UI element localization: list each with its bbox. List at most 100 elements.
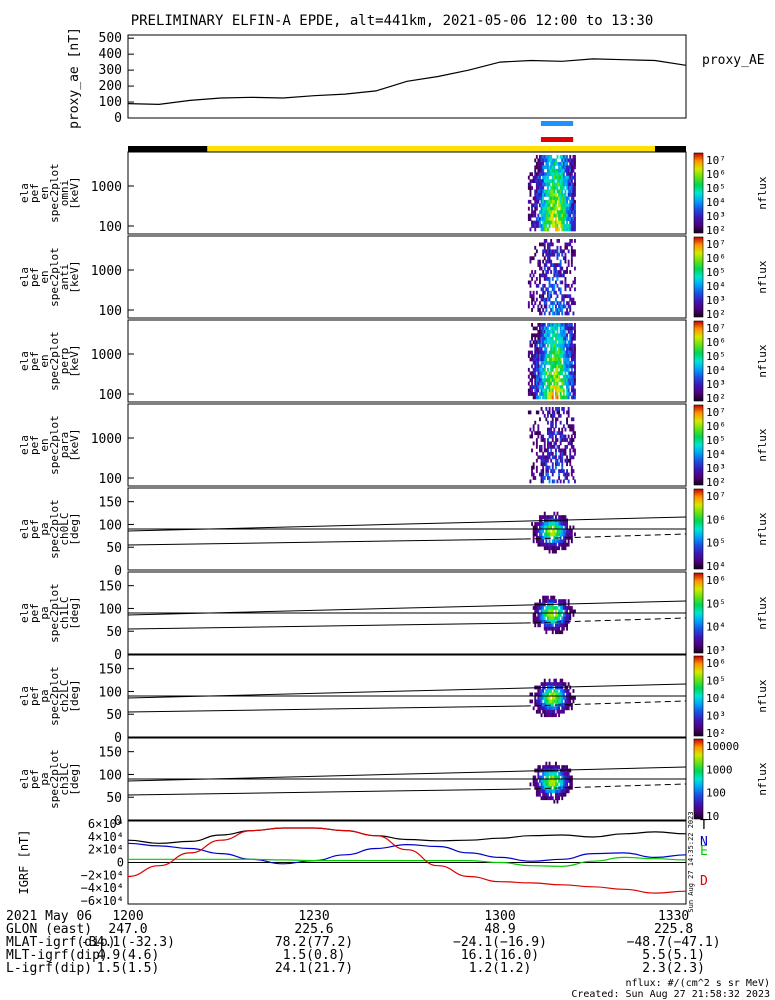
energy-ytick: 1000	[91, 348, 122, 363]
heatmap-cell	[558, 630, 560, 635]
heatmap-cell	[542, 367, 545, 372]
heatmap-cell	[543, 364, 546, 369]
heatmap-cell	[555, 515, 557, 519]
heatmap-cell	[562, 182, 565, 187]
heatmap-cell	[556, 213, 559, 218]
heatmap-cell	[532, 424, 535, 429]
heatmap-cell	[542, 388, 545, 393]
heatmap-cell	[545, 796, 548, 801]
heatmap-cell	[545, 785, 548, 790]
heatmap-cell	[542, 682, 545, 686]
heatmap-cell	[558, 455, 560, 460]
heatmap-cell	[527, 206, 530, 211]
heatmap-cell	[547, 455, 549, 460]
heatmap-cell	[543, 354, 546, 358]
heatmap-cell	[547, 294, 549, 299]
heatmap-cell	[547, 616, 549, 621]
heatmap-cell	[532, 340, 535, 345]
heatmap-cell	[556, 374, 559, 379]
heatmap-cell	[542, 179, 545, 183]
heatmap-cell	[561, 455, 564, 460]
heatmap-cell	[539, 196, 541, 201]
heatmap-cell	[559, 395, 562, 400]
heatmap-cell	[548, 182, 551, 187]
heatmap-cell	[550, 249, 553, 254]
heatmap-cell	[532, 465, 535, 470]
panel-ylabel: en	[38, 354, 51, 367]
heatmap-cell	[540, 206, 543, 211]
heatmap-cell	[569, 424, 572, 429]
heatmap-cell	[545, 308, 548, 312]
panel-frame	[127, 319, 687, 403]
heatmap-cell	[551, 287, 554, 292]
heatmap-cell	[564, 199, 567, 204]
heatmap-cell	[542, 709, 545, 714]
heatmap-cell	[559, 273, 562, 278]
heatmap-cell	[540, 476, 543, 480]
heatmap-cell	[558, 189, 560, 194]
heatmap-cell	[535, 619, 538, 624]
heatmap-cell	[569, 606, 572, 610]
heatmap-cell	[574, 336, 576, 341]
heatmap-cell	[561, 323, 564, 327]
heatmap-cell	[566, 525, 568, 530]
heatmap-cell	[542, 458, 545, 463]
heatmap-cell	[548, 410, 551, 415]
heatmap-cell	[547, 270, 549, 274]
heatmap-cell	[537, 364, 540, 369]
heatmap-cell	[550, 785, 553, 790]
heatmap-cell	[534, 340, 537, 345]
heatmap-cell	[542, 203, 545, 208]
heatmap-cell	[561, 609, 564, 614]
heatmap-cell	[572, 297, 575, 302]
heatmap-cell	[555, 772, 557, 776]
heatmap-cell	[556, 343, 559, 348]
heatmap-cell	[562, 213, 565, 218]
heatmap-cell	[567, 186, 570, 190]
heatmap-cell	[534, 326, 537, 331]
heatmap-cell	[555, 532, 557, 537]
heatmap-cell	[567, 606, 570, 610]
heatmap-cell	[545, 189, 548, 194]
heatmap-cell	[555, 713, 557, 718]
colorbar	[693, 320, 704, 402]
heatmap-cell	[532, 775, 535, 780]
heatmap-cell	[534, 364, 537, 369]
heatmap-cell	[548, 709, 551, 714]
heatmap-cell	[543, 336, 546, 341]
heatmap-cell	[574, 252, 576, 257]
heatmap-cell	[567, 340, 570, 345]
heatmap-cell	[572, 388, 575, 393]
heatmap-cell	[559, 340, 562, 345]
heatmap-cell	[550, 213, 553, 218]
heatmap-cell	[535, 539, 538, 544]
heatmap-cell	[559, 779, 562, 783]
heatmap-cell	[534, 619, 537, 624]
heatmap-cell	[540, 354, 543, 358]
heatmap-cell	[542, 789, 545, 794]
heatmap-cell	[567, 329, 570, 334]
heatmap-cell	[572, 182, 575, 187]
heatmap-cell	[570, 378, 573, 383]
heatmap-cell	[537, 692, 540, 697]
heatmap-cell	[562, 304, 565, 309]
heatmap-cell	[551, 308, 554, 312]
heatmap-cell	[542, 462, 545, 467]
heatmap-cell	[543, 706, 546, 711]
heatmap-cell	[572, 301, 575, 305]
heatmap-cell	[569, 182, 572, 187]
heatmap-cell	[556, 196, 559, 201]
heatmap-cell	[555, 546, 557, 551]
heatmap-cell	[570, 354, 573, 358]
heatmap-cell	[564, 340, 567, 345]
heatmap-cell	[553, 196, 556, 201]
heatmap-cell	[550, 434, 553, 439]
heatmap-cell	[531, 210, 533, 215]
heatmap-cell	[555, 696, 557, 700]
heatmap-cell	[556, 256, 559, 261]
heatmap-cell	[562, 522, 565, 526]
heatmap-cell	[553, 549, 556, 554]
heatmap-cell	[543, 441, 546, 446]
heatmap-cell	[567, 203, 570, 208]
panel-ylabel: ela	[18, 769, 31, 789]
